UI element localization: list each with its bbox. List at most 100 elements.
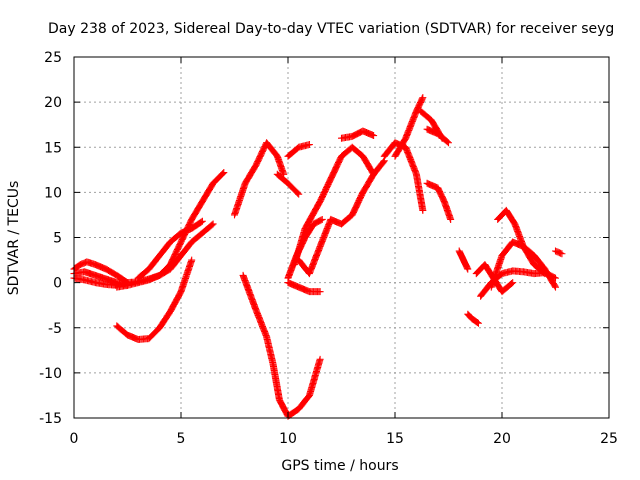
data-point	[209, 220, 217, 228]
series-arc-14	[295, 170, 378, 278]
data-point	[209, 170, 227, 187]
data-point	[338, 144, 355, 160]
series-arc-13	[290, 143, 388, 269]
data-point	[348, 190, 366, 219]
data-point	[198, 217, 206, 225]
data-point	[305, 141, 313, 149]
data-point	[166, 230, 184, 246]
axis-ticks: 0 5 10 15 20 25 -15 -10 -5 0 5 10 15 20 25	[39, 50, 618, 447]
data-point	[273, 152, 287, 177]
x-tick-label: 15	[386, 431, 404, 447]
data-point	[370, 132, 378, 140]
data-point	[498, 239, 516, 259]
series-arc-18	[391, 94, 427, 160]
data-point	[316, 217, 334, 250]
series-arc-8	[231, 139, 288, 219]
data-point	[402, 108, 420, 142]
series-arc-15	[284, 215, 326, 282]
data-point	[318, 215, 326, 223]
data-point	[220, 169, 228, 177]
data-point	[502, 206, 518, 227]
data-point	[359, 172, 377, 196]
data-point	[156, 262, 173, 279]
data-point	[380, 140, 398, 160]
data-point	[464, 265, 472, 273]
y-tick-label: -15	[39, 411, 62, 427]
series-arc-20	[423, 125, 452, 147]
grid-lines	[74, 57, 609, 418]
data-point	[316, 176, 334, 205]
data-point	[275, 396, 291, 419]
data-point	[198, 221, 216, 237]
data-point	[269, 360, 283, 403]
x-tick-label: 10	[279, 431, 297, 447]
data-point	[481, 261, 497, 281]
x-tick-label: 0	[70, 431, 79, 447]
data-point	[145, 253, 163, 273]
data-point	[434, 130, 451, 146]
series-arc-9	[239, 271, 324, 420]
data-point	[252, 306, 270, 339]
series-arc-11	[284, 141, 313, 160]
data-point	[338, 212, 355, 228]
data-point	[188, 218, 205, 232]
data-point	[305, 357, 324, 399]
data-point	[316, 355, 324, 363]
data-point	[295, 393, 313, 413]
y-tick-label: 10	[44, 185, 62, 201]
data-point	[198, 181, 216, 205]
x-tick-label: 5	[177, 431, 186, 447]
data-point	[305, 244, 324, 278]
data-point	[511, 220, 527, 249]
data-point	[102, 265, 120, 279]
series-arc-16	[338, 127, 378, 142]
x-tick-label: 25	[600, 431, 618, 447]
data-point	[447, 215, 455, 223]
data-point	[113, 322, 130, 338]
data-point	[440, 197, 454, 222]
series-arc-6	[134, 217, 206, 282]
data-point	[156, 309, 173, 332]
data-point	[310, 216, 325, 228]
data-point	[412, 170, 427, 213]
series-arc-12	[284, 279, 324, 296]
y-axis-label: SDTVAR / TECUs	[6, 181, 22, 296]
series-arc-23	[464, 310, 482, 327]
series-arc-28	[552, 247, 566, 258]
data-point	[464, 310, 475, 322]
chart-title: Day 238 of 2023, Sidereal Day-to-day VTE…	[48, 21, 614, 37]
x-tick-label: 20	[493, 431, 511, 447]
data-point	[417, 107, 434, 123]
series-arc-27	[494, 206, 549, 278]
data-point	[273, 170, 291, 186]
data-point	[166, 289, 184, 315]
data-point	[284, 253, 300, 282]
data-point	[301, 221, 317, 241]
y-tick-label: 5	[53, 231, 62, 247]
data-point	[412, 95, 426, 115]
data-point	[530, 261, 548, 277]
data-point	[166, 239, 184, 269]
data-point	[327, 154, 345, 183]
data-point	[498, 280, 516, 296]
data-point	[460, 256, 471, 272]
y-tick-label: 15	[44, 140, 62, 156]
data-point	[239, 271, 259, 312]
data-point	[316, 288, 324, 296]
data-point	[284, 179, 302, 197]
data-point	[487, 253, 506, 291]
data-point	[284, 144, 302, 160]
data-point	[263, 139, 280, 159]
data-point	[295, 190, 303, 198]
y-tick-label: -5	[48, 321, 62, 337]
data-point	[391, 135, 409, 160]
series-arc-7	[113, 256, 196, 343]
data-point	[134, 266, 152, 282]
data-point	[231, 181, 249, 219]
data-point	[519, 243, 537, 267]
data-point	[370, 170, 378, 178]
data-points	[70, 94, 566, 420]
data-point	[558, 250, 566, 258]
data-point	[188, 230, 205, 246]
data-point	[474, 319, 482, 327]
